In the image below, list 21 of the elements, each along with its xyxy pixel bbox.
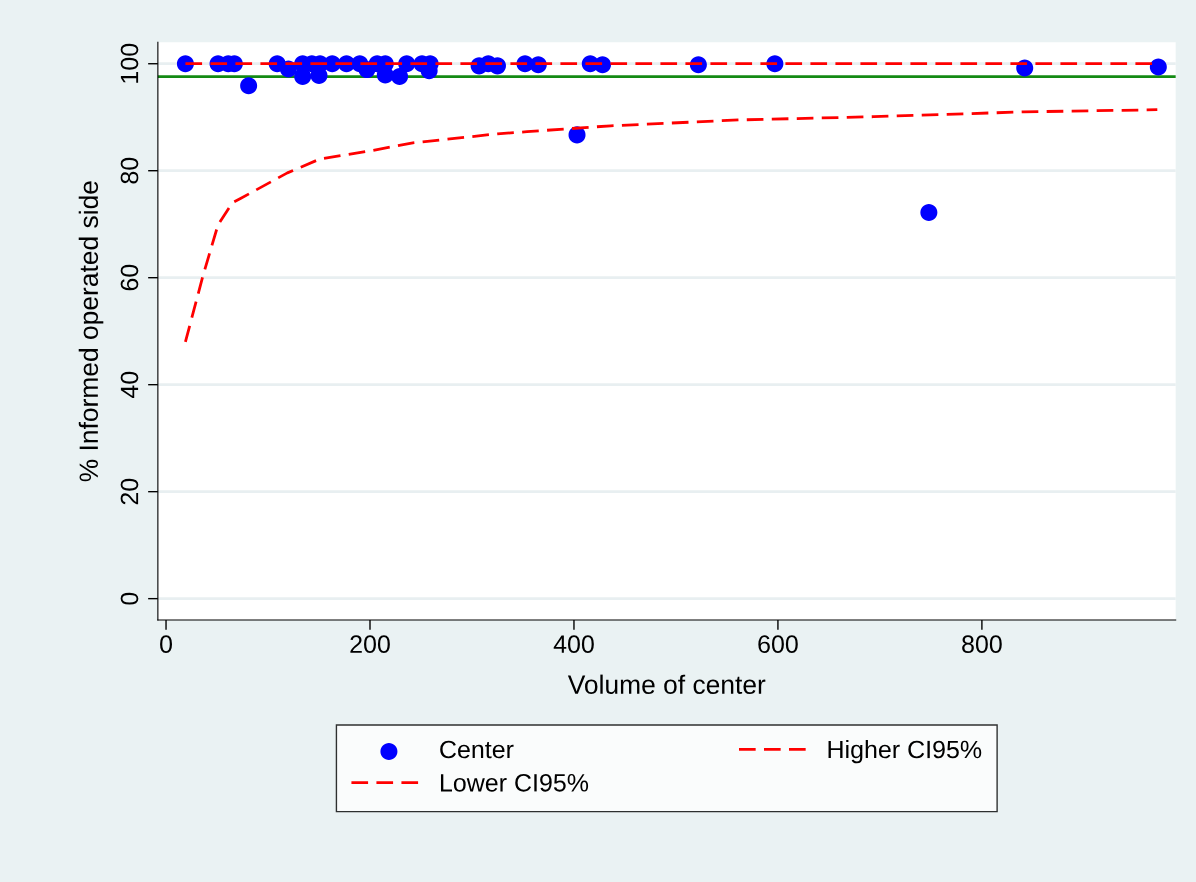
point [240, 77, 258, 95]
y-tick-label: 0 [120, 592, 139, 605]
x-tick-label: 600 [758, 635, 798, 653]
point [391, 68, 409, 86]
legend-label: Higher CI95% [828, 739, 982, 764]
point [1149, 58, 1167, 76]
x-tick-label: 200 [350, 635, 390, 653]
y-tick-label: 80 [120, 157, 139, 184]
x-tick-label: 400 [553, 635, 594, 653]
x-tick-label: 800 [962, 635, 1002, 653]
line-series [184, 108, 1159, 344]
y-tick-label: 60 [120, 264, 139, 291]
y-tick-label: 20 [120, 478, 139, 505]
legend-label: Center [440, 740, 514, 759]
y-tick-label: 100 [120, 43, 139, 83]
y-tick-label: 40 [120, 371, 139, 399]
x-axis-title: Volume of center [567, 674, 766, 694]
x-tick-label: 0 [160, 635, 173, 653]
point [920, 203, 938, 221]
legend-label: Lower CI95% [440, 773, 589, 792]
y-axis-title: % Informed operated side [78, 181, 104, 482]
